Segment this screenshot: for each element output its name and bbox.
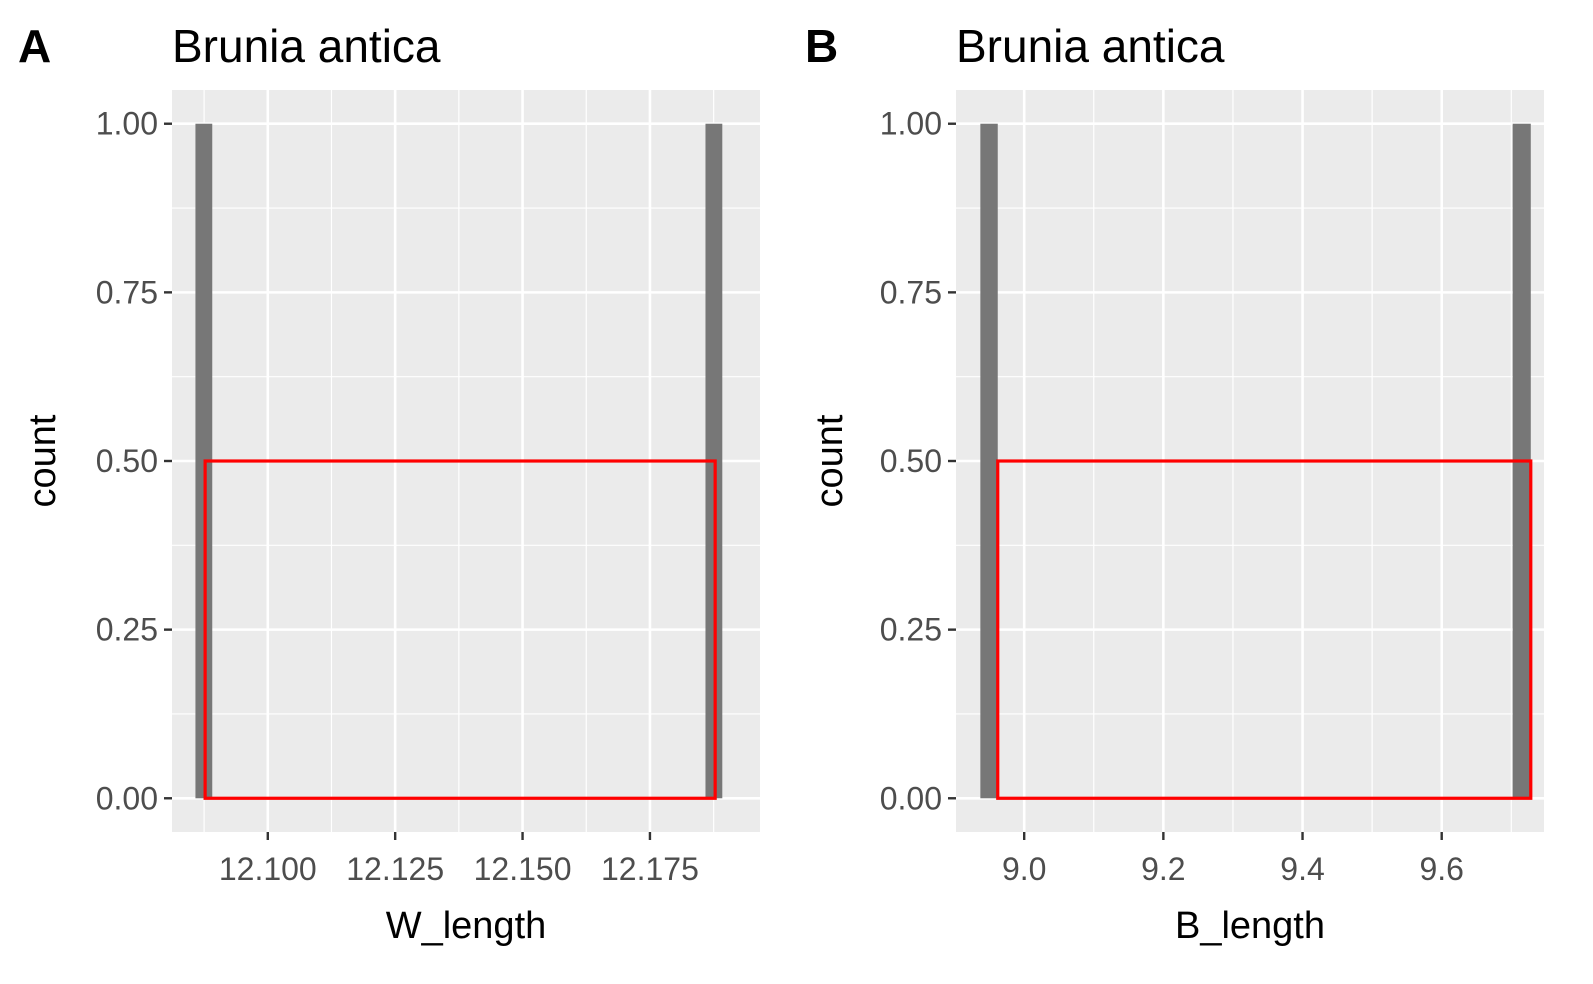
y-tick-label: 0.75 [880, 274, 942, 310]
panel-letter: A [18, 20, 51, 72]
y-tick-label: 1.00 [880, 106, 942, 142]
y-tick-label: 0.50 [880, 443, 942, 479]
x-tick-label: 12.175 [601, 851, 699, 887]
y-tick-label: 0.50 [96, 443, 158, 479]
x-tick-label: 9.0 [1002, 851, 1046, 887]
x-tick-label: 9.2 [1141, 851, 1185, 887]
y-tick-label: 0.25 [880, 612, 942, 648]
y-tick-label: 0.00 [880, 780, 942, 816]
highlight-box [996, 459, 1533, 800]
x-axis-title: B_length [1175, 905, 1325, 947]
chart-title: Brunia antica [172, 20, 441, 72]
x-axis-title: W_length [386, 905, 547, 947]
y-tick-label: 0.25 [96, 612, 158, 648]
highlight-box [203, 459, 717, 800]
histogram-bar [980, 123, 998, 799]
y-tick-label: 0.75 [96, 274, 158, 310]
y-tick-label: 1.00 [96, 106, 158, 142]
panel-letter: B [805, 20, 838, 72]
y-axis-title: count [22, 414, 64, 507]
y-tick-label: 0.00 [96, 780, 158, 816]
chart-panel-b: B Brunia antica 0.00 0.25 0.50 0.75 1.00 9.0 9.2… [805, 20, 1544, 947]
x-tick-label: 12.100 [219, 851, 317, 887]
y-axis-title: count [809, 414, 851, 507]
x-tick-label: 12.150 [474, 851, 572, 887]
x-tick-label: 9.4 [1280, 851, 1324, 887]
x-tick-label: 12.125 [346, 851, 444, 887]
chart-panel-a: A Brunia antica 0.00 0.25 0.50 0.75 1.00 12.100… [18, 20, 760, 947]
x-tick-label: 9.6 [1419, 851, 1463, 887]
chart-title: Brunia antica [956, 20, 1225, 72]
